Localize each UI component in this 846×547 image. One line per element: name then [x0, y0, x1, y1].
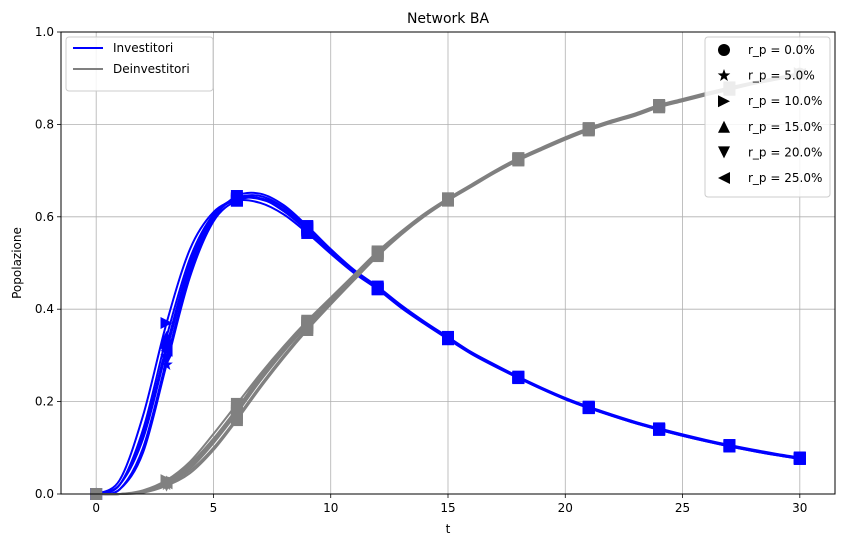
legend-marker-label: r_p = 15.0%	[748, 120, 822, 134]
data-point-investitori	[793, 452, 806, 465]
data-point-investitori	[230, 193, 243, 206]
legend-marker-triangle-down	[718, 146, 730, 159]
legend-line-label: Deinvestitori	[113, 62, 190, 76]
axis-ticks: 0 5 10 15 20 25 30 0.0 0.2 0.4 0.6 0.8 1.0	[35, 25, 808, 515]
data-point-investitori	[160, 317, 173, 330]
legend-lines: Investitori Deinvestitori	[65, 36, 214, 92]
x-tick-label: 15	[440, 501, 455, 515]
x-tick-label: 10	[323, 501, 338, 515]
data-point-deinvestitori	[371, 247, 384, 260]
chart-title: Network BA	[407, 11, 490, 27]
legend-marker-triangle-left	[718, 172, 730, 184]
data-point-deinvestitori	[160, 477, 173, 490]
x-tick-label: 25	[675, 501, 690, 515]
data-point-investitori	[582, 402, 595, 415]
legend-marker-label: r_p = 5.0%	[748, 69, 815, 83]
legend-marker-circle	[718, 44, 730, 56]
data-point-deinvestitori	[582, 123, 595, 136]
legend-marker-label: r_p = 10.0%	[748, 94, 822, 108]
x-tick-label: 30	[792, 501, 807, 515]
data-point-investitori	[653, 423, 666, 436]
plot-frame	[60, 31, 836, 495]
y-tick-label: 1.0	[35, 25, 54, 39]
legend-marker-star	[717, 69, 731, 81]
legend-markers: r_p = 0.0% r_p = 5.0% r_p = 10.0% r_p = 15.…	[704, 36, 831, 198]
data-point-investitori	[160, 354, 173, 367]
legend-marker-triangle-right	[718, 95, 730, 108]
legend-marker-label: r_p = 20.0%	[748, 145, 822, 159]
y-tick-label: 0.4	[35, 302, 54, 316]
data-point-investitori	[160, 330, 173, 343]
data-point-investitori	[301, 223, 314, 236]
data-point-deinvestitori	[442, 193, 454, 206]
legend-marker-label: r_p = 0.0%	[748, 43, 815, 57]
legend-marker-triangle-up	[718, 120, 730, 133]
data-point-investitori	[512, 372, 525, 385]
x-tick-label: 0	[92, 501, 100, 515]
data-point-investitori	[371, 282, 384, 295]
data-point-deinvestitori	[512, 153, 525, 166]
x-tick-label: 20	[558, 501, 573, 515]
data-point-investitori	[160, 344, 173, 357]
data-point-deinvestitori	[653, 100, 666, 113]
data-point-investitori	[442, 332, 454, 345]
x-axis-label: t	[446, 522, 451, 536]
legend-lines-box	[65, 36, 214, 92]
x-tick-label: 5	[210, 501, 218, 515]
legend-markers-box	[704, 36, 831, 198]
y-tick-label: 0.8	[35, 117, 54, 131]
data-point-investitori	[723, 440, 736, 453]
y-tick-label: 0.0	[35, 487, 54, 501]
y-tick-label: 0.2	[35, 395, 54, 409]
y-tick-label: 0.6	[35, 210, 54, 224]
y-axis-label: Popolazione	[10, 227, 24, 299]
legend-line-label: Investitori	[113, 41, 173, 55]
legend-marker-label: r_p = 25.0%	[748, 171, 822, 185]
data-point-deinvestitori	[301, 319, 314, 332]
data-point-deinvestitori	[230, 407, 243, 420]
